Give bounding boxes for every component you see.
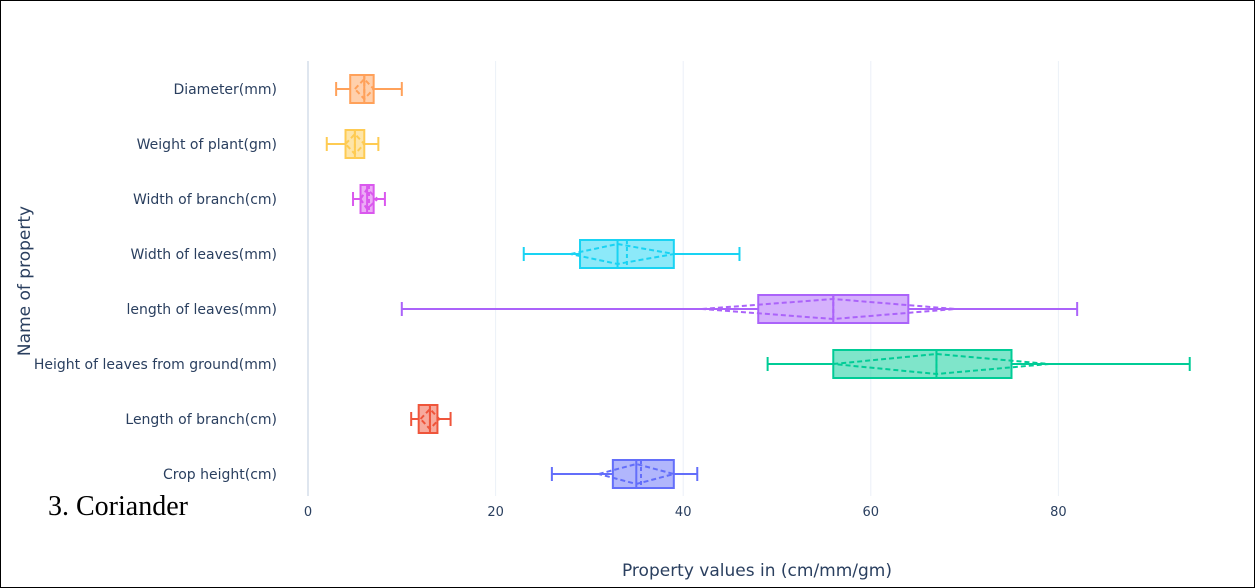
category-label: length of leaves(mm) (127, 302, 278, 318)
figure-caption: 3. Coriander (48, 491, 188, 522)
x-tick-labels: 0 20 40 60 80 (304, 505, 1067, 520)
y-axis-title: Name of property (15, 206, 35, 356)
box-6 (766, 349, 1191, 379)
notch-outline (701, 297, 956, 321)
category-labels: Diameter(mm) Weight of plant(gm) Width of … (34, 82, 277, 483)
notch-outline (353, 77, 376, 101)
category-label: Diameter(mm) (173, 82, 277, 98)
notch-outline (344, 132, 366, 156)
category-label: Width of branch(cm) (133, 192, 277, 208)
x-tick-label: 80 (1050, 505, 1067, 520)
x-tick-label: 40 (675, 505, 692, 520)
category-label: Height of leaves from ground(mm) (34, 357, 277, 373)
box-3 (352, 184, 386, 214)
box-body (349, 74, 375, 104)
category-label: Weight of plant(gm) (137, 137, 277, 153)
notch-outline (419, 407, 441, 431)
x-tick-label: 0 (304, 505, 312, 520)
notch-outline (833, 352, 1050, 376)
category-label: Width of leaves(mm) (130, 247, 277, 263)
notch-outline (594, 462, 678, 486)
box-2 (325, 129, 380, 159)
x-axis-title: Property values in (cm/mm/gm) (622, 561, 892, 581)
category-label: Length of branch(cm) (125, 412, 277, 428)
category-label: Crop height(cm) (163, 467, 277, 483)
box-series (325, 74, 1191, 489)
box-4 (522, 239, 741, 269)
notch-outline (570, 242, 674, 266)
box-body (832, 349, 1013, 379)
x-tick-label: 20 (487, 505, 504, 520)
box-5 (400, 294, 1079, 324)
grid-lines (307, 61, 1059, 496)
x-tick-label: 60 (863, 505, 880, 520)
box-7 (410, 404, 452, 434)
box-body (611, 459, 675, 489)
box-8 (550, 459, 699, 489)
notch-outline (359, 187, 379, 211)
box-1 (335, 74, 403, 104)
